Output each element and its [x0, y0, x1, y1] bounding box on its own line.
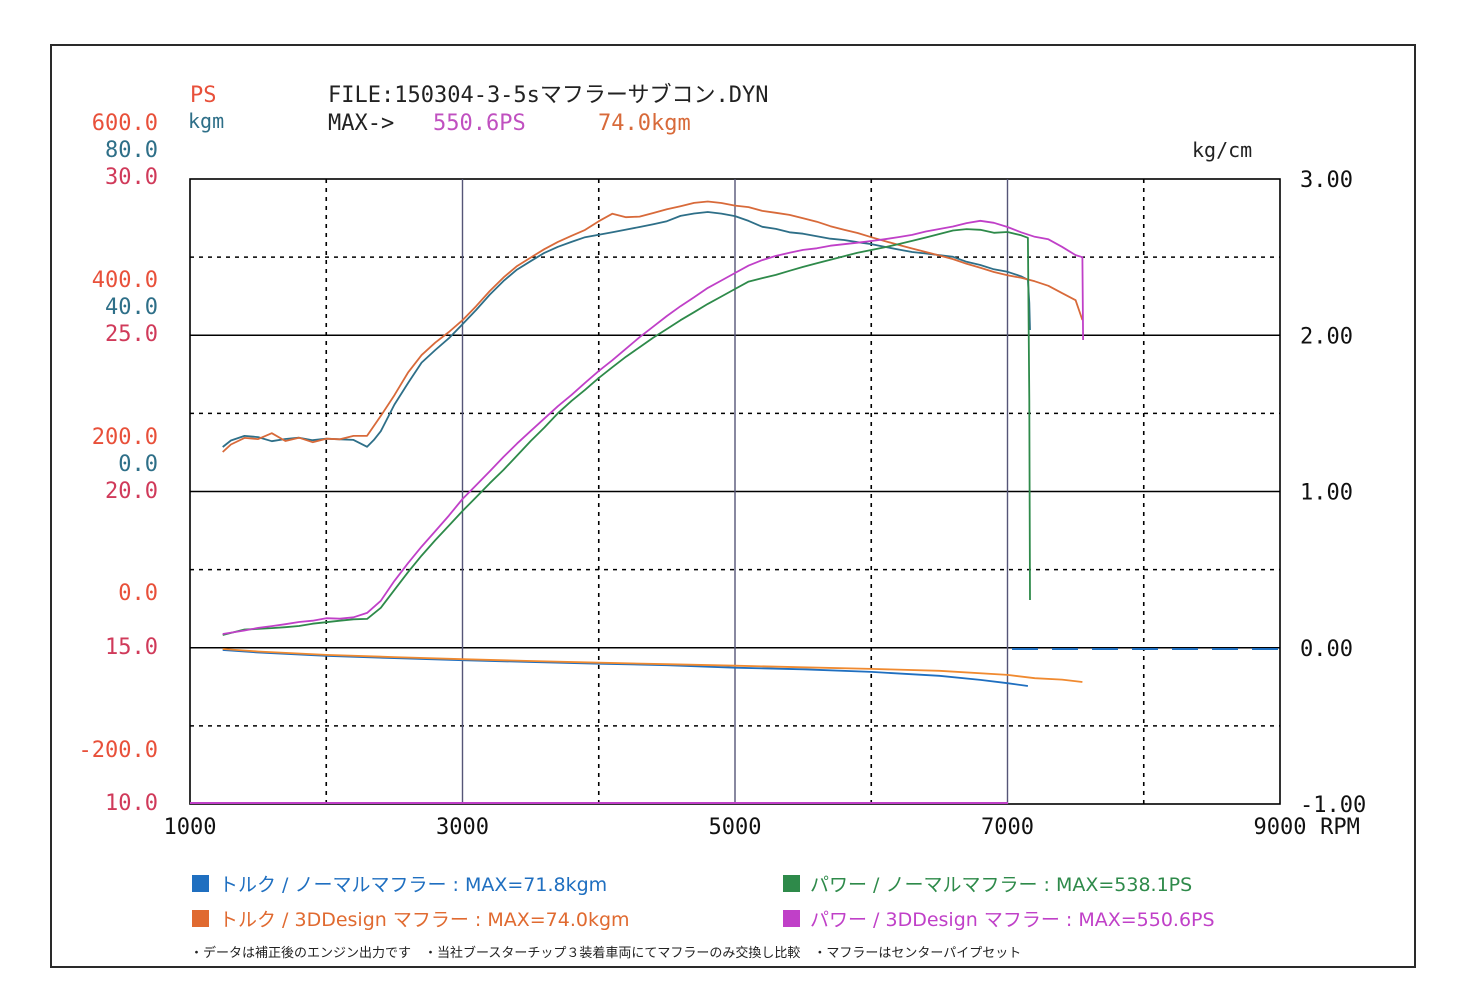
- x-tick-label: 7000: [981, 815, 1034, 840]
- legend-label: トルク / ノーマルマフラー : MAX=71.8kgm: [219, 874, 608, 896]
- right-tick-label: 0.00: [1300, 637, 1353, 662]
- left-axis-label: 20.0: [105, 479, 158, 504]
- ps-unit-label: PS: [190, 83, 217, 108]
- x-axis-label: RPM: [1320, 815, 1360, 840]
- series-boost_3d: [222, 648, 1083, 683]
- grid: [189, 178, 1281, 805]
- max-ps-value: 550.6PS: [433, 111, 526, 136]
- legend-swatch: [192, 910, 209, 927]
- left-axis-label: 25.0: [105, 322, 158, 347]
- legend-swatch: [783, 875, 800, 892]
- left-axis-label: 15.0: [105, 635, 158, 660]
- left-axis-label: 400.0: [92, 268, 158, 293]
- right-tick-label: 3.00: [1300, 168, 1353, 193]
- legend-label: パワー / 3DDesign マフラー : MAX=550.6PS: [810, 909, 1215, 931]
- left-axis-label: 30.0: [105, 165, 158, 190]
- series-torque_3d: [222, 200, 1084, 453]
- legend-item: パワー / 3DDesign マフラー : MAX=550.6PS: [783, 905, 1215, 932]
- left-axis-label: 600.0: [92, 111, 158, 136]
- left-axis-label: 10.0: [105, 791, 158, 816]
- x-tick-label: 9000: [1254, 815, 1307, 840]
- right-axis-unit: kg/cm: [1192, 138, 1252, 162]
- max-prefix: MAX->: [328, 111, 394, 136]
- legend-label: トルク / 3DDesign マフラー : MAX=74.0kgm: [219, 909, 630, 931]
- x-tick-label: 1000: [164, 815, 217, 840]
- legend-item: トルク / 3DDesign マフラー : MAX=74.0kgm: [192, 905, 630, 932]
- legend-swatch: [783, 910, 800, 927]
- series-torque_normal: [222, 211, 1031, 448]
- legend-item: パワー / ノーマルマフラー : MAX=538.1PS: [783, 870, 1192, 897]
- x-tick-label: 5000: [709, 815, 762, 840]
- axis-labels: 600.080.030.0400.040.025.0200.00.020.00.…: [79, 111, 1367, 840]
- x-tick-label: 3000: [436, 815, 489, 840]
- left-axis-label: 40.0: [105, 295, 158, 320]
- chart-frame: [50, 44, 1416, 968]
- file-name: FILE:150304-3-5sマフラーサブコン.DYN: [328, 83, 768, 108]
- left-axis-label: 200.0: [92, 425, 158, 450]
- right-tick-label: 1.00: [1300, 481, 1353, 506]
- kgm-unit-label: kgm: [188, 109, 224, 133]
- max-kgm-value: 74.0kgm: [598, 111, 691, 136]
- plot-series: [222, 200, 1084, 687]
- series-power_normal: [222, 228, 1031, 636]
- left-axis-label: 0.0: [118, 452, 158, 477]
- legend-label: パワー / ノーマルマフラー : MAX=538.1PS: [810, 874, 1193, 896]
- legend-item: トルク / ノーマルマフラー : MAX=71.8kgm: [192, 870, 607, 897]
- left-axis-label: -200.0: [79, 738, 158, 763]
- series-boost_normal: [222, 649, 1029, 687]
- left-axis-label: 80.0: [105, 138, 158, 163]
- right-tick-label: -1.00: [1300, 793, 1366, 818]
- legend-swatch: [192, 875, 209, 892]
- right-tick-label: 2.00: [1300, 324, 1353, 349]
- series-power_3d: [222, 219, 1084, 635]
- left-axis-label: 0.0: [118, 581, 158, 606]
- footnote: ・データは補正後のエンジン出力です ・当社ブースターチップ３装着車両にてマフラー…: [190, 946, 1022, 961]
